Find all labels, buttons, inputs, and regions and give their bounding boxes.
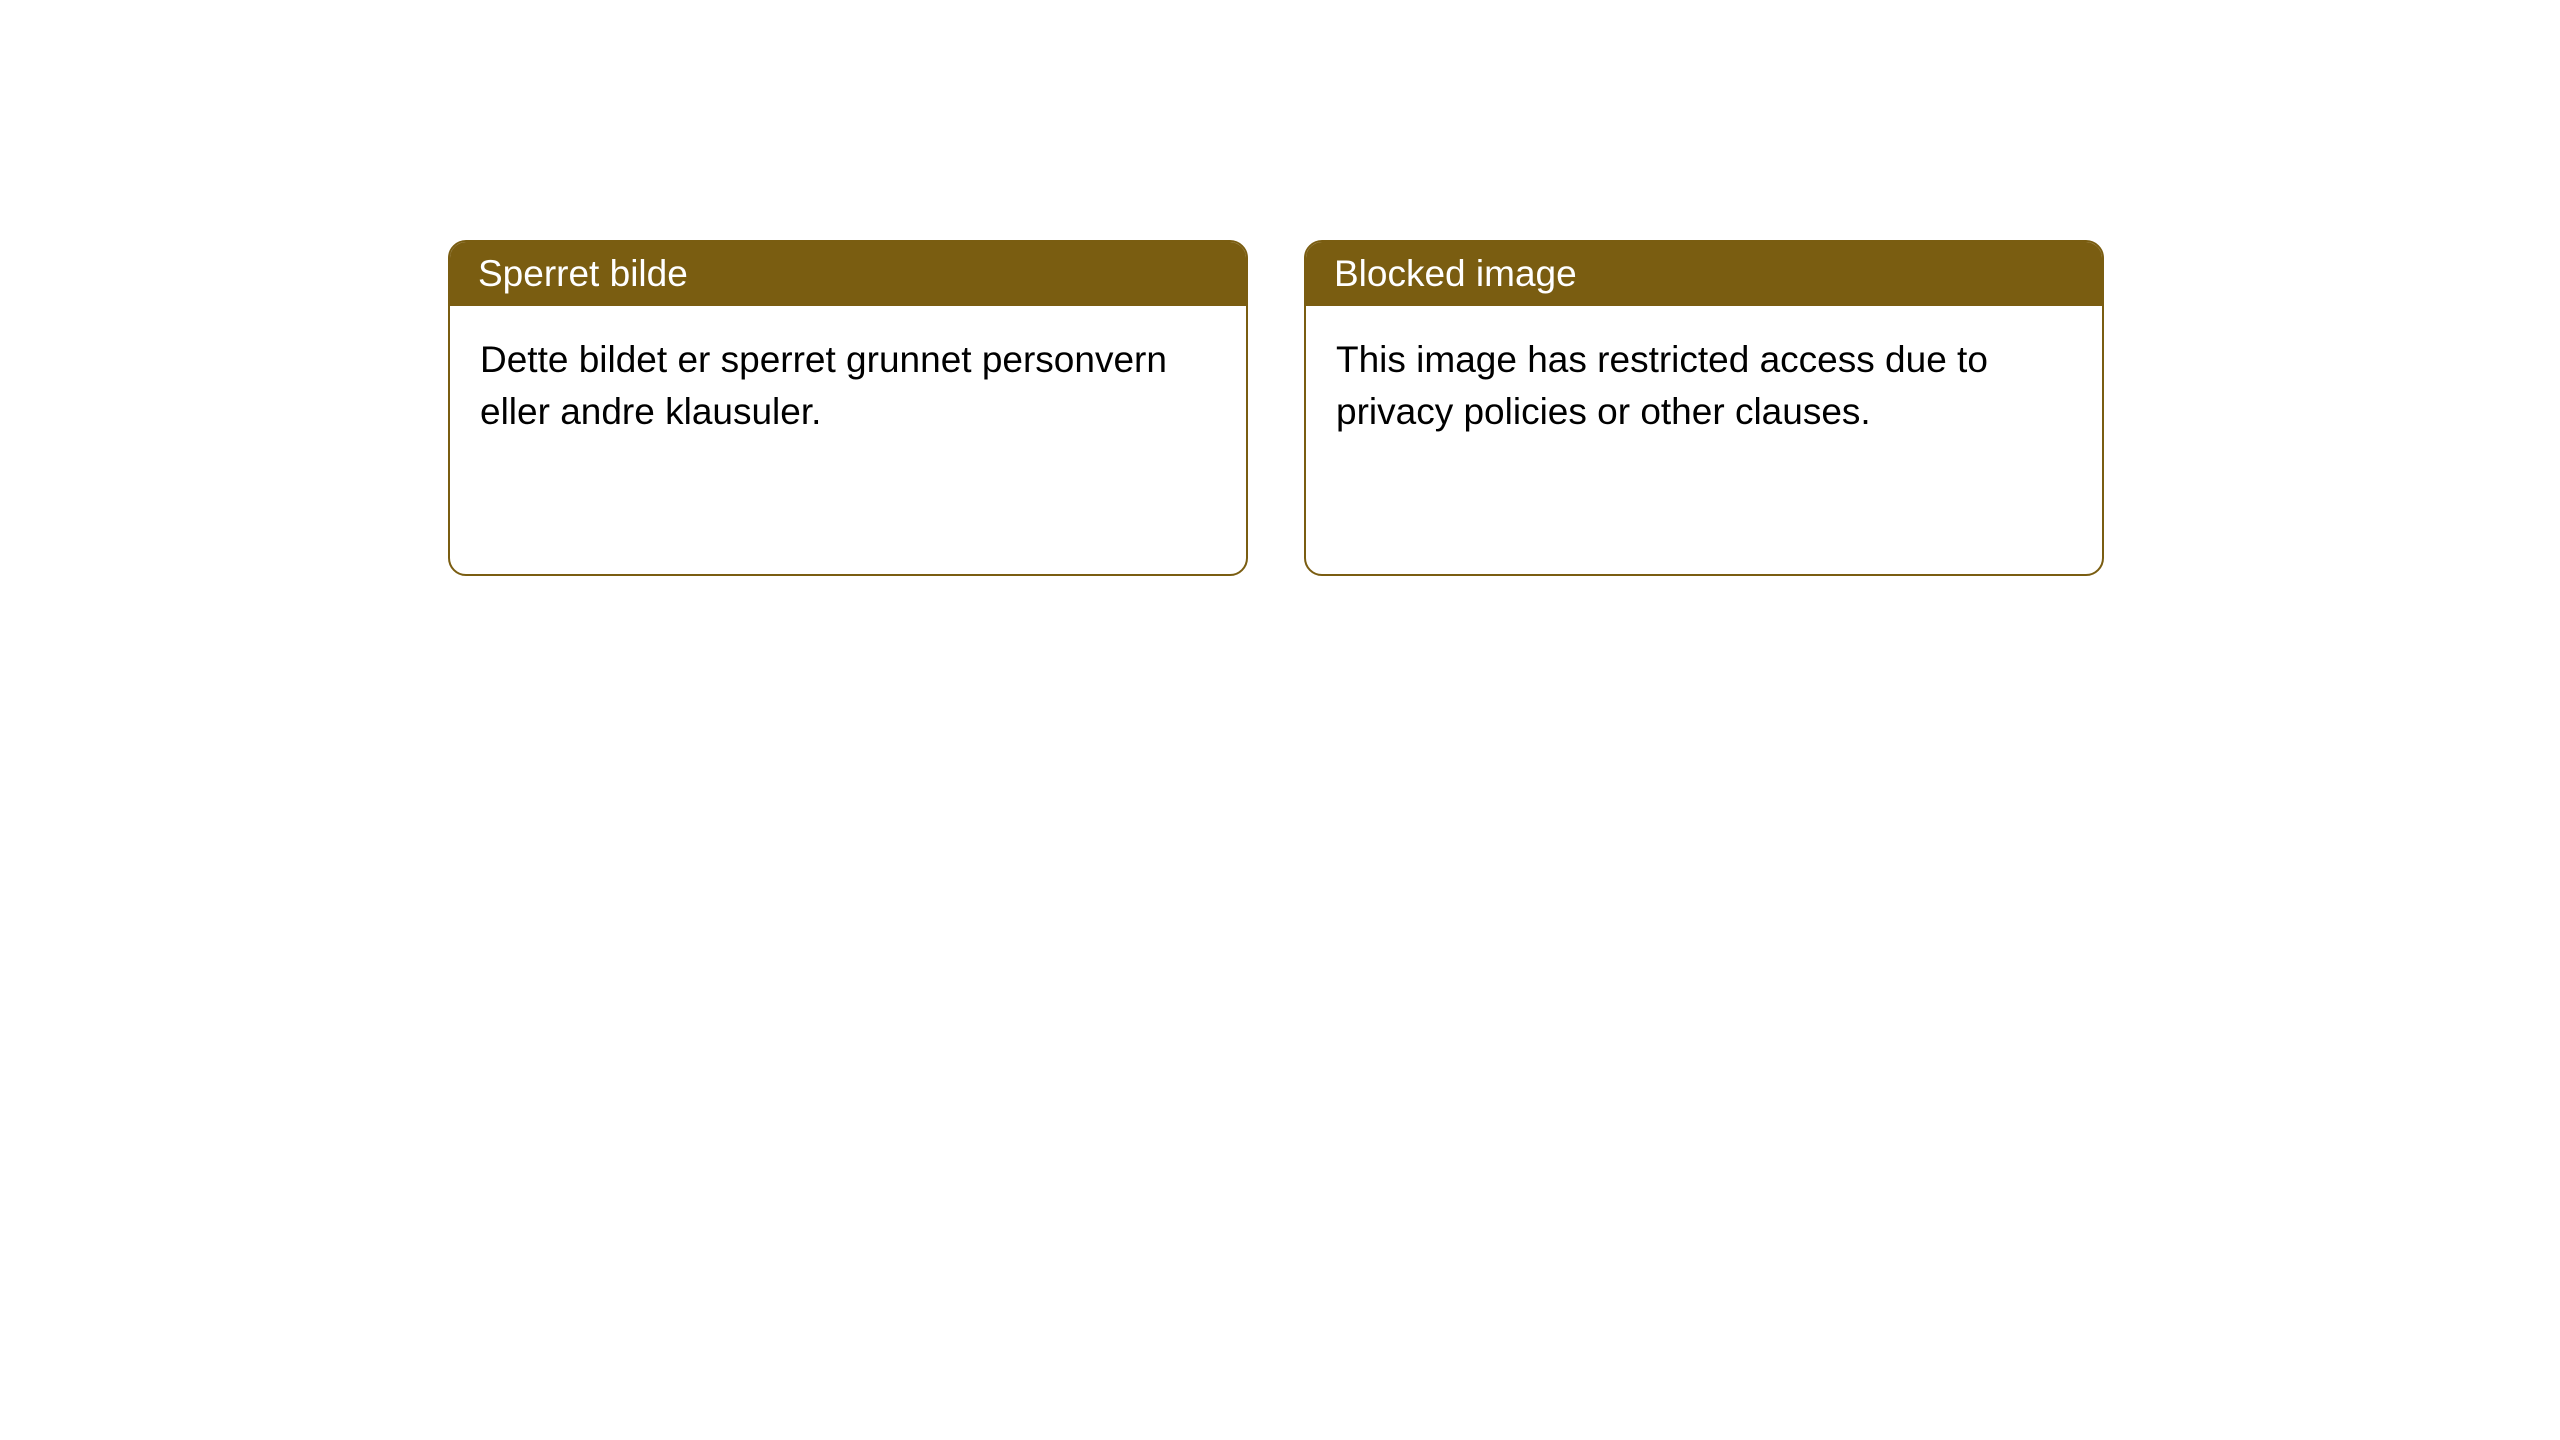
notice-body-no: Dette bildet er sperret grunnet personve… bbox=[450, 306, 1246, 574]
notice-body-en: This image has restricted access due to … bbox=[1306, 306, 2102, 574]
notice-card-en: Blocked image This image has restricted … bbox=[1304, 240, 2104, 576]
notice-card-no: Sperret bilde Dette bildet er sperret gr… bbox=[448, 240, 1248, 576]
notice-title-no: Sperret bilde bbox=[450, 242, 1246, 306]
notice-title-en: Blocked image bbox=[1306, 242, 2102, 306]
notice-container: Sperret bilde Dette bildet er sperret gr… bbox=[0, 0, 2560, 576]
